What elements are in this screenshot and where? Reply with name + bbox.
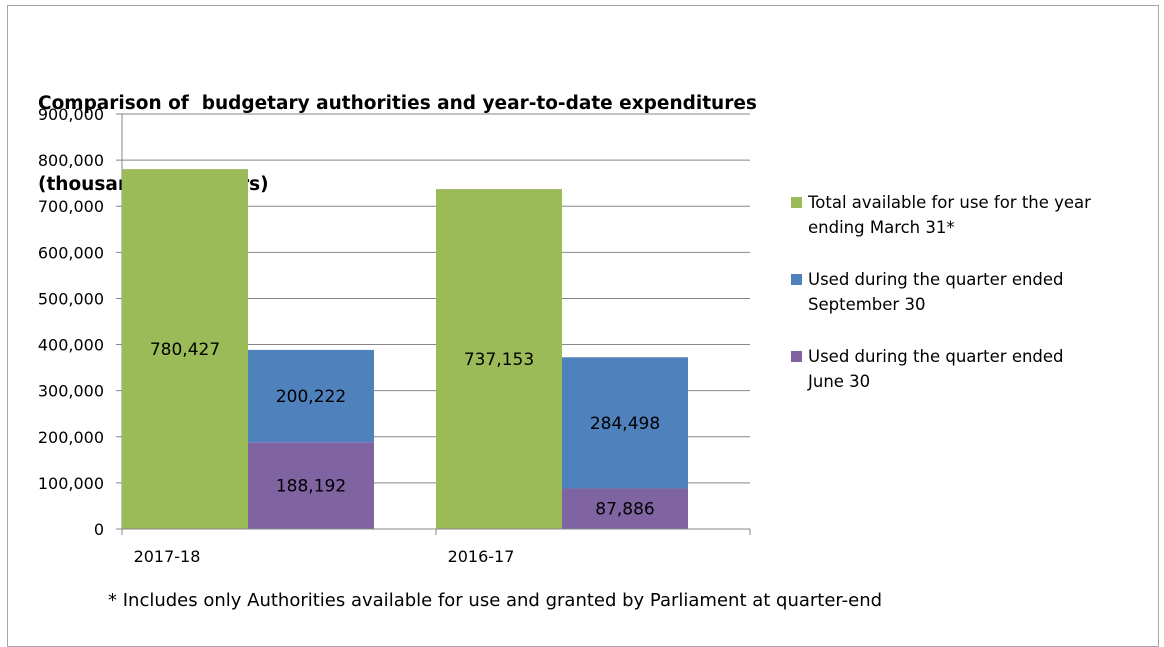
data-label-total: 780,427 bbox=[150, 340, 220, 360]
data-label-september: 284,498 bbox=[590, 414, 660, 434]
data-label-june: 87,886 bbox=[595, 500, 654, 520]
y-tick-label: 200,000 bbox=[38, 428, 104, 447]
y-tick-label: 900,000 bbox=[38, 105, 104, 124]
bar-september bbox=[248, 349, 374, 443]
bar-september bbox=[562, 357, 688, 489]
legend-item-june: Used during the quarter ended June 30 bbox=[791, 344, 1151, 394]
data-label-june: 188,192 bbox=[276, 477, 346, 497]
y-tick-label: 100,000 bbox=[38, 474, 104, 493]
y-tick-label: 0 bbox=[94, 520, 104, 539]
y-tick-label: 600,000 bbox=[38, 243, 104, 262]
chart-footnote: * Includes only Authorities available fo… bbox=[108, 590, 883, 611]
legend-label-june: Used during the quarter ended June 30 bbox=[808, 347, 1064, 391]
y-tick-label: 400,000 bbox=[38, 336, 104, 355]
y-tick-label: 700,000 bbox=[38, 197, 104, 216]
bar-june bbox=[248, 442, 374, 529]
legend-item-september: Used during the quarter ended September … bbox=[791, 267, 1151, 317]
chart-title: Comparison of budgetary authorities and … bbox=[38, 93, 757, 114]
data-label-september: 200,222 bbox=[276, 387, 346, 407]
legend-swatch-september bbox=[791, 274, 802, 285]
bar-chart: 900,000 800,000 700,000 600,000 500,000 400,0… bbox=[38, 105, 751, 566]
y-tick-label: 500,000 bbox=[38, 289, 104, 308]
x-tick-label: 2016-17 bbox=[448, 547, 515, 566]
bar-june bbox=[562, 488, 688, 529]
legend-swatch-total bbox=[791, 197, 802, 208]
y-tick-label: 800,000 bbox=[38, 151, 104, 170]
legend-item-total: Total available for use for the year end… bbox=[791, 190, 1151, 240]
legend-label-total: Total available for use for the year end… bbox=[808, 193, 1091, 237]
y-tick-label: 300,000 bbox=[38, 382, 104, 401]
bar-total bbox=[122, 169, 248, 529]
x-tick-label: 2017-18 bbox=[134, 547, 201, 566]
legend-label-september: Used during the quarter ended September … bbox=[808, 270, 1064, 314]
chart-legend: Total available for use for the year end… bbox=[791, 190, 1151, 421]
legend-swatch-june bbox=[791, 351, 802, 362]
data-label-total: 737,153 bbox=[464, 350, 534, 370]
bar-total bbox=[436, 189, 562, 529]
